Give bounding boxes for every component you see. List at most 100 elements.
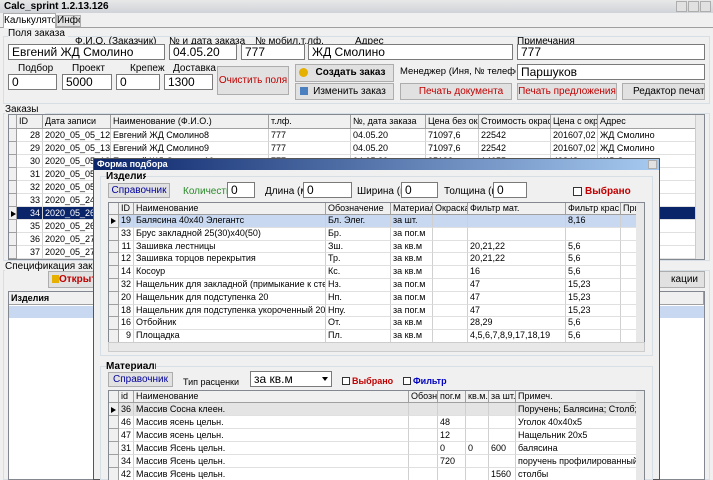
table-cell[interactable]: 18: [119, 304, 134, 318]
table-cell[interactable]: [621, 227, 637, 241]
table-cell[interactable]: за шт.: [391, 215, 433, 228]
table-cell[interactable]: Массив Ясень цельн.: [134, 468, 409, 480]
table-cell[interactable]: [433, 266, 468, 279]
column-header[interactable]: Окраска: [433, 203, 468, 215]
table-cell[interactable]: 15,23: [566, 279, 621, 292]
table-cell[interactable]: 5,6: [566, 330, 621, 342]
table-cell[interactable]: Косоур: [134, 266, 326, 279]
column-header[interactable]: Цена без окр.: [426, 115, 479, 129]
table-cell[interactable]: за кв.м: [391, 240, 433, 254]
window-min[interactable]: [676, 1, 687, 12]
table-cell[interactable]: Бл. Элег.: [326, 215, 391, 228]
table-cell[interactable]: 48: [438, 416, 466, 429]
table-cell[interactable]: 9: [119, 330, 134, 342]
table-cell[interactable]: [489, 455, 516, 468]
table-cell[interactable]: Нз.: [326, 279, 391, 292]
column-header[interactable]: Материал: [391, 203, 433, 215]
table-cell[interactable]: 14: [119, 266, 134, 279]
table-cell[interactable]: [621, 291, 637, 305]
checkbox[interactable]: [573, 187, 582, 196]
table-cell[interactable]: От.: [326, 317, 391, 331]
table-cell[interactable]: [433, 291, 468, 305]
row-indicator[interactable]: [9, 142, 17, 155]
row-indicator[interactable]: [109, 240, 119, 254]
checkbox[interactable]: [403, 377, 411, 385]
table-cell[interactable]: Массив ясень цельн.: [134, 416, 409, 429]
table-cell[interactable]: за кв.м: [391, 266, 433, 279]
text-input[interactable]: Евгений ЖД Смолино: [8, 44, 165, 60]
button[interactable]: Редактор печати: [622, 83, 705, 100]
table-cell[interactable]: 2020_05_05_13_09: [43, 142, 111, 155]
number-input[interactable]: 0: [303, 182, 352, 198]
table-cell[interactable]: 600: [489, 442, 516, 455]
table-cell[interactable]: 42: [119, 468, 134, 480]
number-input[interactable]: 0: [116, 74, 160, 90]
button[interactable]: Печать документа: [400, 83, 512, 100]
table-cell[interactable]: [621, 304, 637, 318]
table-cell[interactable]: 71097,6: [426, 129, 479, 142]
table-cell[interactable]: [466, 403, 489, 416]
table-cell[interactable]: [621, 317, 637, 331]
table-cell[interactable]: 777: [269, 142, 351, 155]
column-header[interactable]: Обозн.: [409, 391, 438, 403]
table-cell[interactable]: 32: [17, 181, 43, 194]
table-cell[interactable]: 2020_05_05_12_36: [43, 129, 111, 142]
row-indicator[interactable]: [109, 468, 119, 480]
table-cell[interactable]: Нащельник для подступенка укороченный 20: [134, 304, 326, 318]
table-cell[interactable]: [466, 468, 489, 480]
table-cell[interactable]: [433, 253, 468, 267]
table-cell[interactable]: 36: [119, 403, 134, 416]
number-input[interactable]: 0: [8, 74, 57, 90]
column-header[interactable]: за шт.: [489, 391, 516, 403]
table-cell[interactable]: [433, 215, 468, 228]
table-cell[interactable]: 71097,6: [426, 142, 479, 155]
table-cell[interactable]: поручень профилированный: [516, 455, 637, 468]
dropdown-arrow[interactable]: [322, 377, 328, 381]
table-cell[interactable]: 5,6: [566, 253, 621, 267]
table-cell[interactable]: 0: [438, 442, 466, 455]
table-cell[interactable]: 16: [119, 317, 134, 331]
row-indicator[interactable]: [9, 168, 17, 181]
text-input[interactable]: 777: [241, 44, 305, 60]
table-cell[interactable]: Брус закладной 25(30)х40(50): [134, 227, 326, 241]
table-cell[interactable]: Балясина 40х40 Элегантс: [134, 215, 326, 228]
scrollbar[interactable]: [636, 391, 644, 480]
table-cell[interactable]: 28,29: [468, 317, 566, 331]
table-cell[interactable]: за пог.м: [391, 291, 433, 305]
table-cell[interactable]: 20: [119, 291, 134, 305]
button[interactable]: Печать предложения: [517, 83, 617, 100]
table-cell[interactable]: 46: [119, 416, 134, 429]
table-cell[interactable]: Массив Ясень цельн.: [134, 442, 409, 455]
table-cell[interactable]: [409, 442, 438, 455]
table-cell[interactable]: Уголок 40х40х5: [516, 416, 637, 429]
row-indicator[interactable]: [9, 220, 17, 233]
table-cell[interactable]: Нп.: [326, 291, 391, 305]
table-cell[interactable]: столбы: [516, 468, 637, 480]
table-cell[interactable]: 35: [17, 220, 43, 233]
table-cell[interactable]: за кв.м: [391, 253, 433, 267]
tab[interactable]: Инфо: [56, 15, 81, 27]
row-indicator[interactable]: [109, 442, 119, 455]
text-input[interactable]: Паршуков: [517, 64, 705, 80]
button[interactable]: Создать заказ: [295, 64, 394, 82]
table-cell[interactable]: Отбойник: [134, 317, 326, 331]
table-cell[interactable]: [489, 403, 516, 416]
table-cell[interactable]: 15,23: [566, 304, 621, 318]
table-cell[interactable]: [438, 403, 466, 416]
table-cell[interactable]: [621, 215, 637, 228]
table-cell[interactable]: [621, 253, 637, 267]
text-input[interactable]: 04.05.20: [169, 44, 237, 60]
table-cell[interactable]: 04.05.20: [351, 129, 426, 142]
column-header[interactable]: №, дата заказа: [351, 115, 426, 129]
table-cell[interactable]: [433, 240, 468, 254]
row-indicator[interactable]: [9, 259, 17, 260]
row-indicator[interactable]: [9, 246, 17, 259]
table-cell[interactable]: 33: [119, 227, 134, 241]
table-cell[interactable]: балясина: [516, 442, 637, 455]
row-indicator[interactable]: [9, 155, 17, 168]
scrollbar[interactable]: [636, 203, 644, 342]
row-indicator[interactable]: [109, 304, 119, 318]
row-indicator[interactable]: [109, 279, 119, 292]
table-cell[interactable]: за пог.м: [391, 279, 433, 292]
table-cell[interactable]: Нащельник для подступенка 20: [134, 291, 326, 305]
